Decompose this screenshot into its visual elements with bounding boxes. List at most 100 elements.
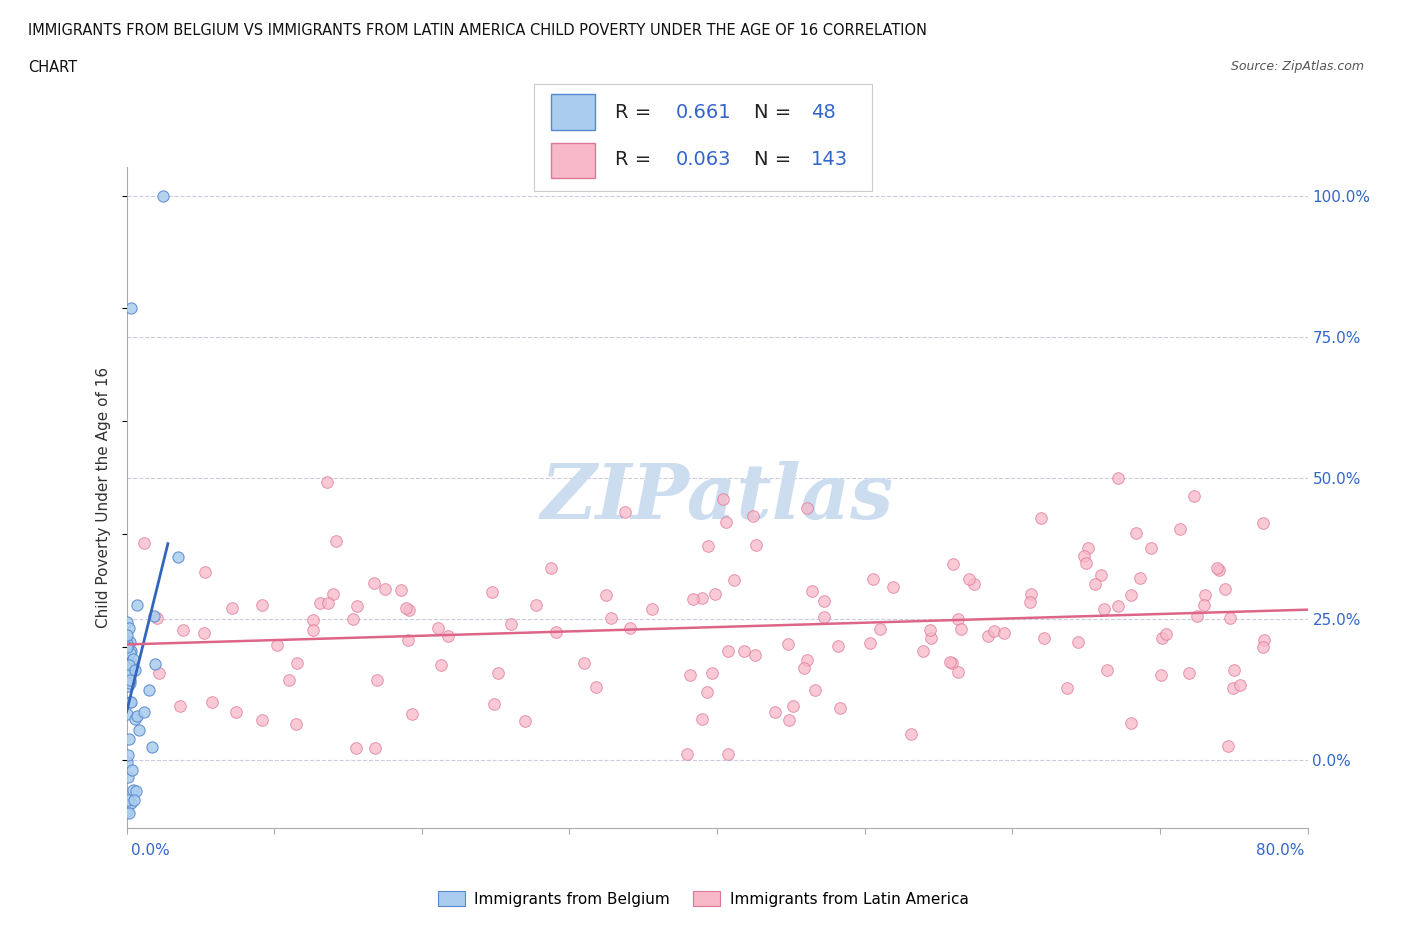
Point (993, 625, 1015, 640)
Text: R =: R = (616, 102, 658, 122)
Point (201, 694, 224, 709)
Text: N =: N = (754, 102, 797, 122)
Text: 48: 48 (811, 102, 835, 122)
Point (430, 658, 453, 672)
Point (859, 636, 882, 651)
Point (946, 664, 969, 679)
Point (118, 658, 141, 672)
Point (401, 707, 423, 722)
FancyBboxPatch shape (551, 142, 595, 178)
Point (804, 682, 827, 697)
Point (745, 538, 768, 552)
Point (524, 598, 547, 613)
Point (120, 301, 142, 316)
Point (640, 602, 662, 617)
Point (595, 588, 617, 603)
Point (920, 622, 942, 637)
Point (690, 711, 713, 726)
Point (115, 633, 138, 648)
Point (117, 662, 139, 677)
Point (389, 582, 412, 597)
Text: Source: ZipAtlas.com: Source: ZipAtlas.com (1230, 60, 1364, 73)
Point (128, 723, 150, 737)
Point (1194, 587, 1216, 602)
Point (733, 644, 755, 658)
Point (942, 557, 965, 572)
Point (599, 610, 621, 625)
Point (1021, 587, 1043, 602)
Point (813, 609, 835, 624)
Text: 80.0%: 80.0% (1257, 844, 1305, 858)
Point (1178, 665, 1201, 680)
Point (120, 656, 142, 671)
Point (950, 622, 973, 637)
Point (696, 539, 718, 554)
Point (1192, 598, 1215, 613)
Point (266, 638, 288, 653)
Point (1074, 555, 1097, 570)
Point (862, 572, 884, 587)
Point (172, 622, 194, 637)
Point (117, 679, 139, 694)
Point (983, 624, 1005, 639)
Point (1031, 511, 1053, 525)
Point (711, 492, 734, 507)
Point (117, 668, 139, 683)
Point (118, 667, 141, 682)
Point (1107, 471, 1129, 485)
FancyBboxPatch shape (551, 95, 595, 129)
Point (143, 657, 166, 671)
Point (1187, 609, 1209, 624)
Point (1253, 632, 1275, 647)
Point (782, 698, 804, 713)
Point (125, 709, 148, 724)
Point (124, 792, 146, 807)
Point (117, 770, 139, 785)
Point (221, 601, 243, 616)
Point (1251, 516, 1274, 531)
Point (938, 654, 960, 669)
Point (1077, 540, 1099, 555)
Y-axis label: Child Poverty Under the Age of 16: Child Poverty Under the Age of 16 (96, 367, 111, 628)
Legend: Immigrants from Belgium, Immigrants from Latin America: Immigrants from Belgium, Immigrants from… (432, 885, 974, 913)
Point (117, 748, 139, 763)
Point (1182, 489, 1205, 504)
Point (285, 655, 308, 670)
Text: N =: N = (754, 150, 797, 168)
Point (484, 697, 506, 711)
Point (700, 666, 723, 681)
Point (793, 660, 815, 675)
Point (920, 631, 942, 645)
Point (398, 632, 420, 647)
Point (696, 684, 718, 699)
Point (540, 560, 562, 575)
Point (679, 668, 702, 683)
Point (977, 628, 1000, 643)
Point (169, 698, 191, 713)
Point (741, 509, 763, 524)
Point (309, 595, 332, 610)
Point (437, 629, 460, 644)
Point (120, 634, 142, 649)
Point (716, 514, 738, 529)
Point (481, 584, 503, 599)
Point (1121, 716, 1143, 731)
Point (1084, 577, 1107, 591)
Point (225, 704, 247, 719)
Point (882, 579, 904, 594)
Point (118, 806, 141, 821)
Point (1095, 663, 1118, 678)
Point (121, 763, 143, 777)
Point (194, 565, 217, 579)
Point (827, 639, 849, 654)
Point (117, 792, 139, 807)
Point (1222, 681, 1244, 696)
Point (394, 601, 416, 616)
Point (127, 597, 149, 612)
Text: 0.661: 0.661 (676, 102, 731, 122)
Point (167, 550, 190, 565)
Point (1066, 634, 1088, 649)
Point (122, 652, 145, 667)
Point (1218, 738, 1240, 753)
Point (138, 683, 160, 698)
